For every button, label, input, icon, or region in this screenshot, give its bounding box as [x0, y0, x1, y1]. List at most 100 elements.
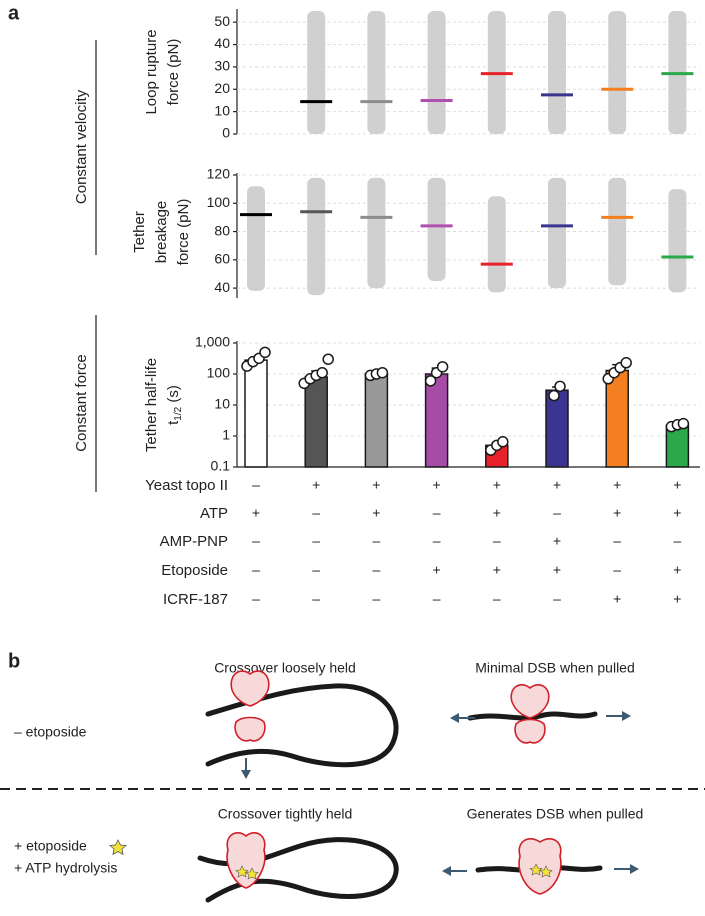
y-tick-label: 30: [214, 58, 230, 74]
condition-sign: –: [613, 562, 621, 578]
bar: [364, 373, 389, 468]
arrowhead: [442, 866, 451, 876]
condition-sign: +: [613, 591, 621, 607]
dna: [467, 711, 598, 721]
replicate-point: [259, 346, 271, 359]
condition-sign: +: [493, 505, 501, 521]
condition-label: ATP: [200, 505, 228, 522]
condition-sign: –: [553, 505, 561, 521]
y-tick-label: 100: [207, 194, 231, 210]
y-tick-label: 0: [222, 125, 230, 141]
star: [235, 865, 249, 878]
condition-sign: –: [252, 562, 260, 578]
etoposide-star: [109, 839, 127, 856]
y-axis-label: t1/2 (s): [165, 385, 184, 425]
point-cloud: [427, 177, 446, 282]
condition-sign: +: [553, 477, 561, 493]
y-tick-label: 10: [214, 102, 230, 118]
y-tick-label: 50: [214, 13, 230, 29]
star: [245, 867, 259, 880]
condition-sign: –: [252, 591, 260, 607]
point-cloud: [367, 177, 386, 289]
y-tick-label: 10: [214, 396, 230, 412]
y-axis-label: Loop rupture: [143, 29, 160, 114]
arrowhead: [622, 711, 631, 721]
replicate-point: [436, 361, 449, 373]
replicate-point: [376, 366, 389, 379]
arrowhead: [450, 713, 459, 723]
condition-sign: –: [312, 591, 320, 607]
condition-sign: +: [372, 505, 380, 521]
y-tick-label: 120: [207, 166, 231, 182]
condition-sign: +: [553, 533, 561, 549]
condition-sign: +: [312, 477, 320, 493]
panel-label: b: [8, 650, 20, 672]
diagram-title: Crossover tightly held: [218, 806, 353, 822]
y-tick-label: 80: [214, 222, 230, 238]
arrowhead: [241, 770, 251, 779]
replicate-point: [677, 417, 690, 430]
star: [529, 863, 543, 876]
condition-label: – etoposide: [14, 724, 87, 740]
condition-sign: –: [312, 505, 320, 521]
y-tick-label: 60: [214, 251, 230, 267]
condition-sign: +: [673, 591, 681, 607]
replicate-point: [316, 366, 328, 379]
condition-sign: +: [553, 562, 561, 578]
condition-label: Etoposide: [161, 562, 228, 579]
condition-sign: +: [673, 477, 681, 493]
replicate-point: [497, 436, 509, 448]
group-label: Constant velocity: [73, 89, 90, 204]
replicate-point: [322, 353, 334, 365]
replicate-point: [554, 380, 566, 393]
point-cloud: [427, 11, 446, 134]
dna: [197, 837, 399, 903]
condition-sign: +: [493, 562, 501, 578]
condition-label: + ATP hydrolysis: [14, 860, 117, 876]
replicate-point: [548, 389, 560, 402]
point-cloud: [487, 196, 506, 293]
condition-sign: +: [252, 505, 260, 521]
point-cloud: [247, 186, 265, 291]
bar: [304, 376, 328, 468]
condition-sign: –: [252, 477, 260, 493]
bar: [244, 359, 268, 468]
condition-sign: +: [613, 477, 621, 493]
point-cloud: [367, 11, 386, 134]
point-cloud: [548, 11, 566, 134]
y-axis-label-part: t: [165, 420, 182, 425]
enzyme: [518, 838, 562, 895]
condition-sign: +: [372, 477, 380, 493]
enzyme: [510, 684, 550, 744]
point-cloud: [548, 177, 566, 289]
replicate-point: [424, 375, 437, 387]
y-tick-label: 1,000: [195, 334, 230, 350]
condition-sign: –: [312, 562, 320, 578]
y-axis-label: breakage: [153, 201, 170, 264]
point-cloud: [307, 11, 326, 134]
point-cloud: [307, 177, 326, 296]
point-cloud: [608, 11, 627, 134]
condition-sign: +: [433, 562, 441, 578]
y-axis-label: force (pN): [165, 39, 182, 106]
y-tick-label: 100: [207, 365, 231, 381]
enzyme: [230, 670, 270, 742]
arrowhead: [630, 864, 639, 874]
condition-sign: –: [312, 533, 320, 549]
condition-sign: –: [433, 505, 441, 521]
y-tick-label: 40: [214, 35, 230, 51]
condition-sign: +: [673, 562, 681, 578]
y-tick-label: 20: [214, 80, 230, 96]
group-label: Constant force: [73, 354, 90, 452]
y-axis-label: force (pN): [175, 199, 192, 266]
condition-sign: –: [613, 533, 621, 549]
y-axis-label: Tether half-life: [143, 358, 160, 452]
condition-sign: +: [433, 477, 441, 493]
panel-label: a: [8, 2, 20, 24]
diagram-title: Generates DSB when pulled: [467, 806, 644, 822]
condition-sign: –: [674, 533, 682, 549]
condition-sign: +: [673, 505, 681, 521]
condition-label: AMP-PNP: [160, 533, 228, 550]
dna: [205, 683, 399, 768]
